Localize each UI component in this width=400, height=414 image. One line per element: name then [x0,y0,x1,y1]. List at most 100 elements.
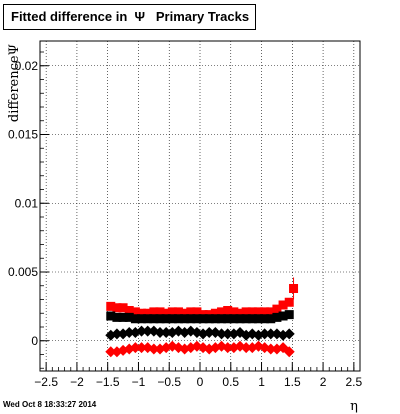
data-point [253,314,263,324]
data-point [111,328,123,340]
x-tick-label: 2 [320,375,327,389]
data-point [247,307,257,317]
data-point [149,314,159,324]
x-tick-label: 1 [258,375,265,389]
x-tick-label: 1.5 [284,375,301,389]
data-point [123,327,135,338]
data-point [198,314,208,324]
data-point [136,325,148,337]
data-point [106,311,116,321]
x-tick-label: −2 [70,375,84,389]
y-tick-label: 0 [31,334,38,348]
x-tick-label: −2.5 [34,375,58,389]
data-point [241,307,251,317]
data-point [260,314,270,324]
y-tick-label: 0.005 [8,265,38,279]
data-point [223,314,233,324]
data-point [260,307,270,317]
data-point [283,346,295,358]
data-point [167,307,177,317]
x-tick-label: 2.5 [346,375,363,389]
y-tick-label: 0.02 [15,59,39,73]
data-point [124,312,134,322]
data-point [155,307,165,317]
data-point [229,314,239,324]
data-point [118,303,128,313]
data-point [160,327,172,338]
data-point [129,342,141,354]
chart-title: Fitted difference in Ψ Primary Tracks [3,4,256,30]
data-point [106,301,116,311]
x-tick-label: 0 [197,375,204,389]
data-point [173,307,183,317]
data-point [247,314,257,324]
data-point [192,307,202,317]
data-point [130,314,140,324]
data-point [265,343,277,355]
data-point [143,314,153,324]
y-tick-label: 0.015 [8,128,38,142]
x-tick-label: −1.5 [96,375,120,389]
data-point [217,314,227,324]
data-point [235,308,245,318]
x-axis-label: η [350,399,358,414]
data-series [105,325,295,341]
data-point [180,308,190,318]
data-point [217,307,227,317]
data-point [241,314,251,324]
x-tick-label: −0.5 [157,375,181,389]
data-point [137,314,147,324]
data-point [130,307,140,317]
data-point [210,314,220,324]
data-point [216,328,228,340]
data-point [161,314,171,324]
y-tick-label: 0.01 [15,196,39,210]
data-point [180,314,190,324]
data-point [204,314,214,324]
data-point [118,312,128,322]
data-point [210,308,220,318]
data-point [222,328,234,340]
x-axis: −2.5 −2 −1.5 −1 −0.5 0 0.5 1 1.5 2 2.5 [34,362,363,389]
x-tick-label: −1 [132,375,146,389]
data-series [106,277,299,320]
data-point [259,328,271,340]
data-point [223,306,233,315]
data-point [137,308,147,318]
data-point [161,308,171,318]
x-tick-label: 0.5 [222,375,239,389]
data-point [253,307,263,317]
data-point [149,307,159,317]
data-point [272,312,282,322]
data-point [142,325,154,337]
data-point [266,314,276,324]
data-point [284,297,294,307]
data-point [155,314,165,324]
y-axis-label: differenceΨ [7,44,22,122]
data-point [154,327,166,338]
data-point [186,307,196,317]
data-series [106,310,294,324]
data-point [112,303,122,313]
data-point [173,314,183,324]
grid-lines [40,41,360,371]
data-point [203,327,215,338]
data-point [112,312,122,322]
data-series [105,340,295,358]
data-point [143,308,153,318]
data-point [222,342,234,354]
timestamp: Wed Oct 8 18:33:27 2014 [3,400,97,409]
y-axis: 0 0.005 0.01 0.015 0.02 [8,51,49,369]
data-point [283,328,295,340]
data-point [278,300,288,310]
data-point [265,328,277,340]
data-point [278,311,288,321]
data-point [289,284,299,293]
data-point [186,314,196,324]
data-point [136,342,148,354]
data-markers [105,277,299,358]
data-point [229,307,239,317]
data-point [167,314,177,324]
data-point [272,304,282,314]
